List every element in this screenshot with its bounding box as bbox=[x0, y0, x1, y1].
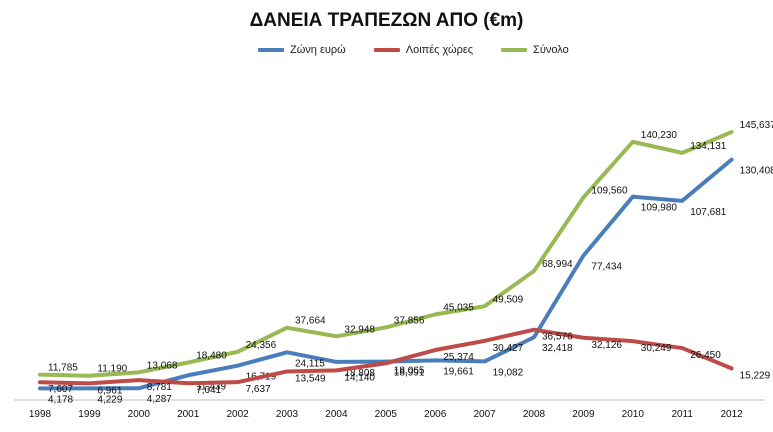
x-tick-label: 2002 bbox=[226, 409, 249, 420]
series-line bbox=[38, 130, 734, 378]
x-tick-label: 2007 bbox=[473, 409, 496, 420]
x-tick-label: 2003 bbox=[276, 409, 299, 420]
x-tick-label: 2006 bbox=[424, 409, 447, 420]
legend-swatch bbox=[258, 48, 284, 52]
data-label: 25,374 bbox=[443, 352, 474, 363]
data-label: 26,450 bbox=[690, 350, 721, 361]
x-tick-label: 2011 bbox=[671, 409, 693, 420]
data-label: 13,068 bbox=[147, 360, 178, 371]
x-tick-label: 1999 bbox=[78, 409, 101, 420]
data-label: 24,356 bbox=[246, 340, 277, 351]
x-tick-label: 2010 bbox=[622, 409, 645, 420]
data-label: 6,961 bbox=[97, 385, 122, 396]
data-label: 14,140 bbox=[344, 372, 375, 383]
data-label: 107,681 bbox=[690, 207, 727, 218]
data-label: 37,856 bbox=[394, 315, 425, 326]
data-label: 11,439 bbox=[196, 381, 226, 392]
legend-label: Ζώνη ευρώ bbox=[290, 44, 346, 56]
x-tick-label: 2005 bbox=[375, 409, 398, 420]
legend-label: Σύνολο bbox=[533, 44, 569, 56]
data-label: 11,190 bbox=[97, 364, 127, 375]
legend-item-euro-zone: Ζώνη ευρώ bbox=[258, 44, 346, 56]
data-label: 32,418 bbox=[542, 343, 573, 354]
data-label: 4,178 bbox=[48, 394, 73, 405]
data-label: 30,427 bbox=[493, 343, 524, 354]
x-tick-label: 2004 bbox=[325, 409, 348, 420]
series-line bbox=[38, 327, 734, 386]
data-label: 134,131 bbox=[690, 141, 727, 152]
x-tick-label: 2012 bbox=[720, 409, 743, 420]
legend: Ζώνη ευρώ Λοιπές χώρες Σύνολο bbox=[258, 44, 569, 56]
data-label: 109,560 bbox=[591, 185, 628, 196]
chart-title: ΔΑΝΕΙΑ ΤΡΑΠΕΖΩΝ ΑΠΟ (€m) bbox=[249, 10, 524, 31]
data-label: 4,229 bbox=[97, 394, 122, 405]
data-label: 4,287 bbox=[147, 394, 172, 405]
x-tick-label: 2009 bbox=[572, 409, 595, 420]
data-label: 7,041 bbox=[196, 385, 221, 396]
data-label: 130,408 bbox=[740, 166, 773, 177]
data-label: 32,126 bbox=[591, 340, 622, 351]
data-label: 140,230 bbox=[641, 130, 678, 141]
data-label: 109,980 bbox=[641, 203, 678, 214]
x-tick-label: 1998 bbox=[29, 409, 52, 420]
data-label: 32,948 bbox=[344, 324, 375, 335]
data-label: 7,607 bbox=[48, 384, 73, 395]
x-tick-label: 2008 bbox=[523, 409, 546, 420]
data-label: 77,434 bbox=[591, 262, 622, 273]
data-label: 15,229 bbox=[740, 370, 771, 381]
data-label: 30,249 bbox=[641, 343, 672, 354]
data-label: 37,664 bbox=[295, 316, 326, 327]
data-label: 19,661 bbox=[443, 366, 474, 377]
x-tick-label: 2000 bbox=[128, 409, 151, 420]
data-label: 49,509 bbox=[493, 294, 524, 305]
data-label: 7,637 bbox=[246, 384, 271, 395]
legend-item-total: Σύνολο bbox=[501, 44, 569, 56]
data-label: 45,035 bbox=[443, 302, 474, 313]
x-tick-label: 2001 bbox=[177, 409, 200, 420]
data-label: 18,808 bbox=[344, 368, 375, 379]
data-label: 36,576 bbox=[542, 332, 573, 343]
legend-swatch bbox=[501, 48, 528, 52]
data-label: 18,480 bbox=[196, 351, 227, 362]
data-label: 13,549 bbox=[295, 373, 326, 384]
legend-swatch bbox=[373, 48, 400, 52]
series-line bbox=[38, 157, 734, 391]
data-label: 18,991 bbox=[394, 368, 425, 379]
data-label: 145,637 bbox=[740, 120, 773, 131]
legend-item-other-countries: Λοιπές χώρες bbox=[373, 44, 474, 56]
data-label: 11,785 bbox=[48, 363, 78, 374]
data-label: 68,994 bbox=[542, 259, 573, 270]
data-label: 8,781 bbox=[147, 382, 172, 393]
data-label: 19,082 bbox=[493, 367, 524, 378]
data-label: 18,065 bbox=[394, 365, 425, 376]
legend-label: Λοιπές χώρες bbox=[405, 44, 474, 56]
data-label: 24,115 bbox=[295, 358, 325, 369]
